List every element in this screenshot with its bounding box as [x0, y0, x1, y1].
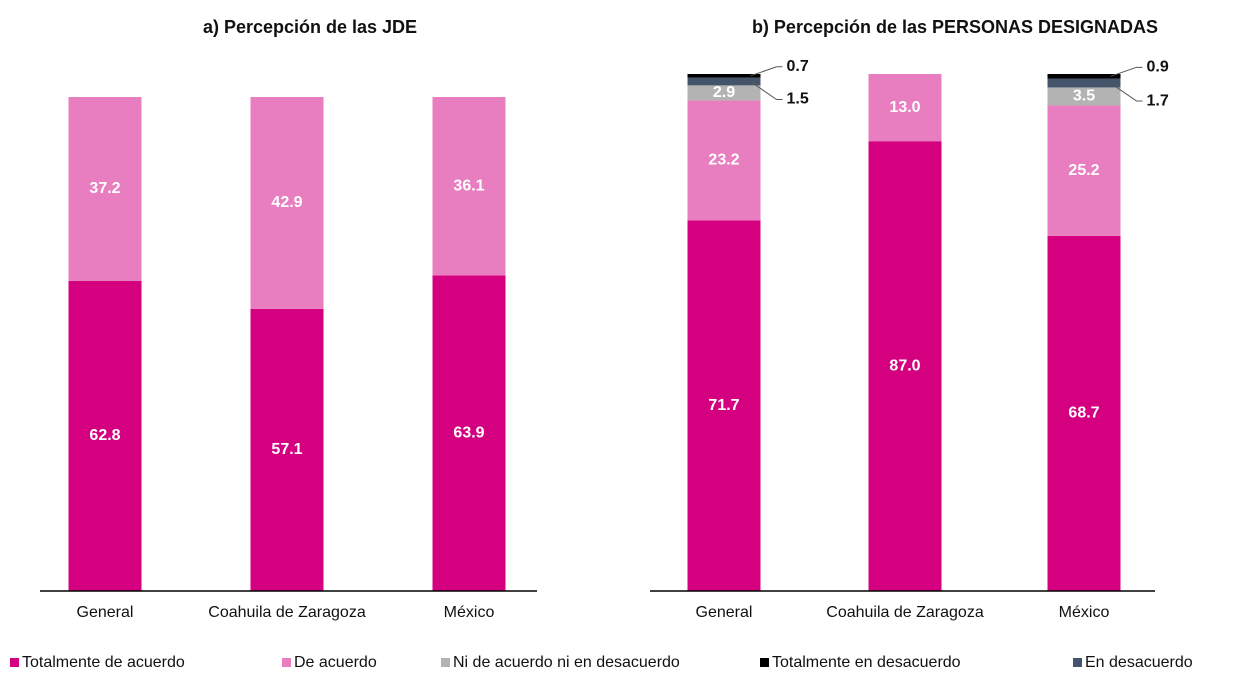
- value-label: 62.8: [89, 427, 120, 444]
- chart-title: a) Percepción de las JDE: [203, 17, 417, 37]
- value-label: 23.2: [708, 152, 739, 169]
- bar-segment: [687, 220, 761, 591]
- value-label: 37.2: [89, 180, 120, 197]
- bar-segment: [432, 275, 506, 591]
- bar-segment: [1047, 78, 1121, 88]
- value-label: 0.9: [1147, 59, 1169, 76]
- leader-line: [1110, 66, 1143, 77]
- x-tick-label: General: [696, 604, 753, 621]
- bar-segment: [687, 77, 761, 86]
- legend-swatch: [441, 658, 450, 667]
- bar-segment: [868, 74, 942, 142]
- legend-swatch: [760, 658, 769, 667]
- x-tick-label: México: [1059, 604, 1110, 621]
- value-label: 36.1: [453, 177, 484, 194]
- value-label: 1.5: [787, 91, 809, 108]
- bar-segment: [68, 97, 142, 281]
- bar-segment: [687, 100, 761, 221]
- legend-label: Ni de acuerdo ni en desacuerdo: [453, 654, 680, 671]
- legend-swatch: [282, 658, 291, 667]
- bar-segment: [1047, 235, 1121, 592]
- value-label: 42.9: [271, 194, 302, 211]
- x-tick-label: Coahuila de Zaragoza: [826, 604, 984, 621]
- leader-line: [750, 81, 783, 100]
- x-tick-label: Coahuila de Zaragoza: [208, 604, 366, 621]
- bar-segment: [687, 74, 761, 78]
- bar-segment: [432, 97, 506, 276]
- value-label: 13.0: [889, 99, 920, 116]
- chart-title: b) Percepción de las PERSONAS DESIGNADAS: [752, 17, 1158, 37]
- bar-segment: [68, 280, 142, 591]
- bar-segment: [1047, 105, 1121, 236]
- legend-label: En desacuerdo: [1085, 654, 1193, 671]
- bar-segment: [868, 141, 942, 591]
- legend-label: Totalmente de acuerdo: [22, 654, 185, 671]
- value-label: 3.5: [1073, 88, 1095, 105]
- value-label: 25.2: [1068, 162, 1099, 179]
- value-label: 2.9: [713, 84, 735, 101]
- value-label: 71.7: [708, 397, 739, 414]
- legend-label: Totalmente en desacuerdo: [772, 654, 961, 671]
- legend-swatch: [1073, 658, 1082, 667]
- x-tick-label: General: [77, 604, 134, 621]
- value-label: 1.7: [1147, 92, 1169, 109]
- value-label: 57.1: [271, 441, 302, 458]
- bar-segment: [687, 85, 761, 101]
- legend-swatch: [10, 658, 19, 667]
- leader-line: [750, 66, 783, 77]
- bar-segment: [250, 308, 324, 591]
- leader-line: [1110, 82, 1143, 102]
- value-label: 68.7: [1068, 405, 1099, 422]
- value-label: 63.9: [453, 424, 484, 441]
- bar-segment: [1047, 87, 1121, 106]
- value-label: 87.0: [889, 357, 920, 374]
- bar-segment: [250, 97, 324, 309]
- value-label: 0.7: [787, 58, 809, 75]
- bar-segment: [1047, 74, 1121, 79]
- x-tick-label: México: [444, 604, 495, 621]
- legend-label: De acuerdo: [294, 654, 377, 671]
